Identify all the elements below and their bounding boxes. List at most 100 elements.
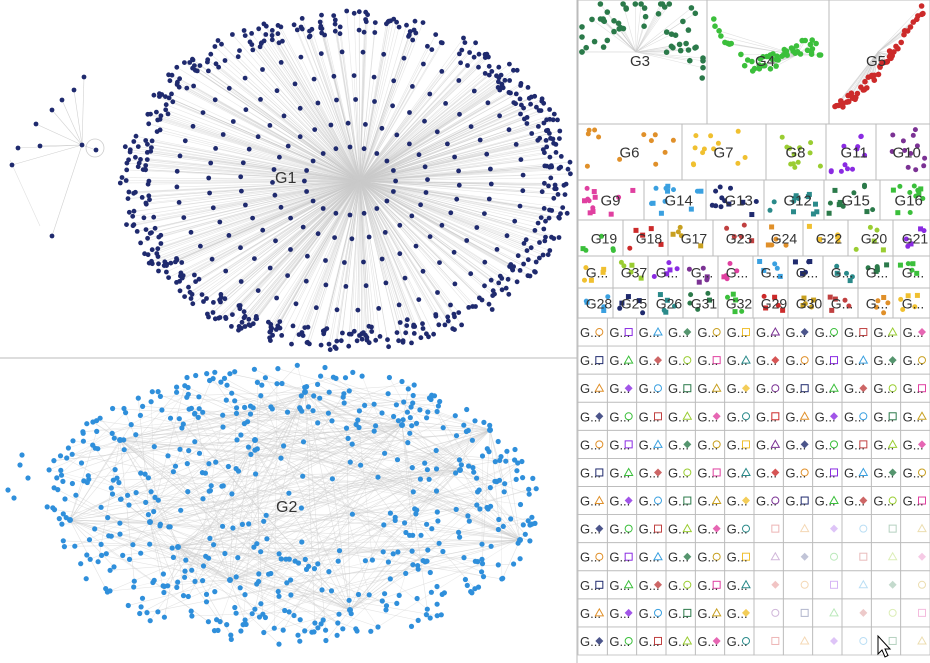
g1-node [556, 235, 562, 240]
g1-node [151, 214, 157, 220]
g2-node [268, 404, 274, 410]
g2-node [99, 552, 105, 559]
g1-node [267, 265, 273, 271]
g1-node [163, 94, 168, 99]
group-node [772, 294, 778, 300]
g1-node [133, 133, 139, 139]
g2-node [254, 446, 260, 452]
group-label-small: G... [609, 494, 630, 509]
g2-node [205, 619, 211, 625]
g4-node [788, 45, 795, 51]
group-node [742, 328, 750, 337]
g1-node [310, 158, 316, 164]
g5-node [898, 39, 904, 46]
group-node [817, 163, 823, 169]
group-node [670, 137, 676, 143]
g1-node [546, 215, 552, 221]
g2-node [235, 468, 242, 474]
g2-node [80, 429, 86, 435]
group-node [712, 440, 721, 449]
g1-node [215, 38, 221, 43]
g2-node [318, 621, 324, 627]
g2-node [220, 424, 226, 430]
group-node [889, 149, 895, 154]
g2-node [341, 400, 347, 406]
g3-node [685, 47, 692, 53]
group-node [777, 273, 783, 279]
group-node [854, 146, 860, 152]
group-node [832, 296, 838, 302]
g1-node [363, 283, 369, 289]
g1-node [139, 195, 145, 200]
group-label-small: G... [668, 465, 689, 480]
group-node [686, 266, 692, 272]
g1-node [482, 283, 487, 289]
g1-node [338, 338, 344, 344]
group-node [773, 236, 779, 242]
g1-node [482, 259, 488, 265]
group-node [917, 523, 927, 533]
g1-node [390, 103, 395, 109]
g4-node [761, 62, 768, 69]
g1-node [192, 272, 197, 278]
g1-node [407, 29, 413, 34]
g1-node [528, 245, 534, 251]
g1-node [548, 175, 554, 181]
g1-node [382, 230, 388, 235]
group-node [730, 291, 736, 297]
group-node [753, 199, 759, 204]
g3-node [600, 17, 607, 24]
group-node [900, 138, 906, 144]
g1-node [290, 323, 296, 329]
g2-node [495, 438, 501, 445]
g2-node [131, 578, 137, 584]
group-node [887, 327, 898, 336]
group-node [847, 278, 853, 284]
g2-node [65, 445, 71, 451]
group-node [742, 496, 750, 505]
g2-node [254, 541, 260, 547]
g2-node [330, 374, 336, 380]
g2-node [433, 488, 440, 494]
g1-node [258, 97, 263, 102]
group-node [712, 356, 721, 365]
g2-node [83, 576, 89, 582]
group-label-small: G... [756, 381, 777, 396]
g1-node [484, 151, 490, 157]
g1-node [239, 319, 245, 325]
group-label-small: G... [668, 409, 689, 424]
g2-node [189, 613, 195, 619]
g1-node [190, 57, 196, 63]
g1-node [346, 343, 352, 349]
g3-node [591, 38, 598, 45]
g2-node [137, 412, 143, 418]
g1-node [374, 206, 380, 211]
group-label-small: G... [697, 325, 718, 340]
group-label-small: G... [727, 606, 748, 621]
g2-node [142, 471, 148, 477]
g1-node [268, 322, 274, 327]
group-node [800, 552, 809, 561]
group-label-g17: G17 [681, 230, 708, 246]
g1-node [394, 19, 399, 25]
g4-node [809, 37, 815, 43]
g1-node [369, 324, 374, 330]
group-node [800, 303, 806, 309]
group-node [907, 210, 913, 215]
g1-node [379, 125, 385, 131]
group-label-small: G... [580, 465, 601, 480]
g1-node [162, 259, 168, 265]
g1-node [312, 127, 318, 132]
g1-node [425, 177, 430, 183]
g1-node [506, 291, 512, 297]
g1-node [364, 337, 370, 343]
g1-node [157, 127, 163, 133]
g1-node [212, 316, 218, 322]
g2-node [379, 410, 385, 416]
g2-node [487, 427, 493, 433]
g2-node [211, 542, 217, 548]
group-node [912, 304, 918, 310]
g1-node [147, 197, 152, 203]
group-node [799, 523, 810, 533]
